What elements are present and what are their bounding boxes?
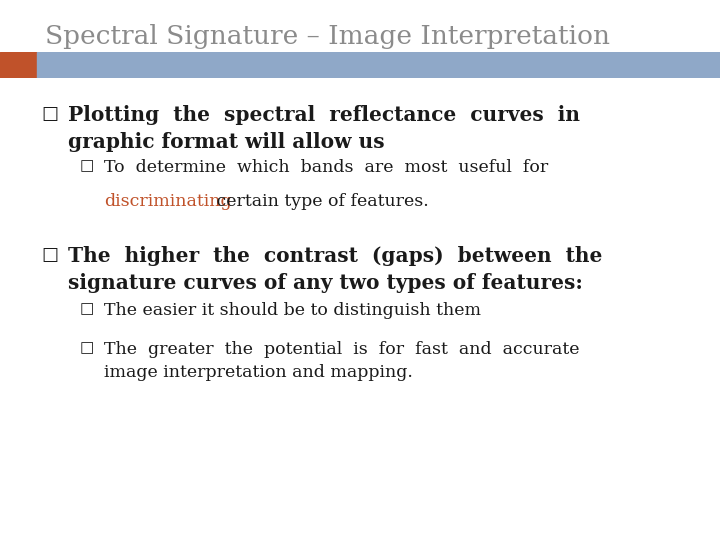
- Text: □: □: [79, 159, 94, 173]
- Text: □: □: [79, 341, 94, 355]
- Text: The  higher  the  contrast  (gaps)  between  the
signature curves of any two typ: The higher the contrast (gaps) between t…: [68, 246, 603, 293]
- Text: discriminating: discriminating: [104, 193, 232, 210]
- Text: certain type of features.: certain type of features.: [211, 193, 428, 210]
- Text: □: □: [79, 302, 94, 316]
- Text: The easier it should be to distinguish them: The easier it should be to distinguish t…: [104, 302, 482, 319]
- Text: □: □: [42, 105, 59, 123]
- Text: Spectral Signature – Image Interpretation: Spectral Signature – Image Interpretatio…: [45, 24, 610, 49]
- Text: The  greater  the  potential  is  for  fast  and  accurate
image interpretation : The greater the potential is for fast an…: [104, 341, 580, 381]
- Text: Plotting  the  spectral  reflectance  curves  in
graphic format will allow us: Plotting the spectral reflectance curves…: [68, 105, 580, 152]
- Text: □: □: [42, 246, 59, 264]
- Text: To  determine  which  bands  are  most  useful  for: To determine which bands are most useful…: [104, 159, 549, 176]
- Bar: [0, 52, 37, 78]
